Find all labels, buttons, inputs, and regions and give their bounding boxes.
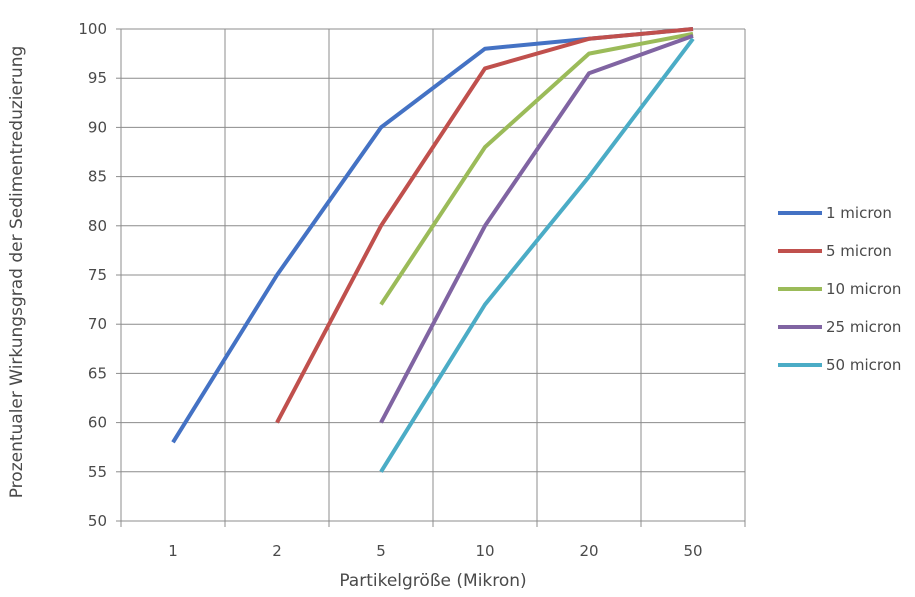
y-tick-label: 85: [88, 168, 107, 186]
legend-label: 5 micron: [826, 242, 892, 260]
x-tick-label: 1: [168, 542, 178, 560]
y-tick-label: 70: [88, 315, 107, 333]
series-lines: [171, 27, 695, 473]
grid: [120, 28, 746, 527]
legend-label: 50 micron: [826, 356, 901, 374]
series-line-10-micron: [379, 31, 694, 306]
y-tick-label: 95: [88, 69, 107, 87]
y-tick-label: 50: [88, 512, 107, 530]
y-axis-title: Prozentualer Wirkungsgrad der Sedimentre…: [7, 46, 27, 499]
x-axis-title: Partikelgröße (Mikron): [339, 571, 526, 591]
x-tick-label: 2: [272, 542, 282, 560]
legend-item: 1 micron: [778, 204, 892, 222]
y-tick-label: 60: [88, 414, 107, 432]
y-tick-label: 65: [88, 364, 107, 382]
x-tick-label: 20: [579, 542, 598, 560]
series-line-25-micron: [379, 34, 694, 424]
x-tick-label: 5: [376, 542, 386, 560]
x-tick-label: 50: [683, 542, 702, 560]
y-tick-label: 75: [88, 266, 107, 284]
legend-label: 25 micron: [826, 318, 901, 336]
y-tick-label: 90: [88, 118, 107, 136]
y-tick-label: 55: [88, 463, 107, 481]
legend-item: 10 micron: [778, 280, 901, 298]
legend-item: 50 micron: [778, 356, 901, 374]
axes: 50 55 60 65 70 75 80 85 90 95 100 1 2 5 10 20 50: [78, 20, 702, 560]
legend-label: 1 micron: [826, 204, 892, 222]
legend-item: 5 micron: [778, 242, 892, 260]
legend: 1 micron 5 micron 10 micron 25 micron 50 mic…: [778, 204, 901, 374]
x-tick-label: 10: [475, 542, 494, 560]
legend-label: 10 micron: [826, 280, 901, 298]
series-line-50-micron: [379, 37, 695, 473]
y-tick-label: 100: [78, 20, 107, 38]
y-tick-label: 80: [88, 217, 107, 235]
legend-item: 25 micron: [778, 318, 901, 336]
